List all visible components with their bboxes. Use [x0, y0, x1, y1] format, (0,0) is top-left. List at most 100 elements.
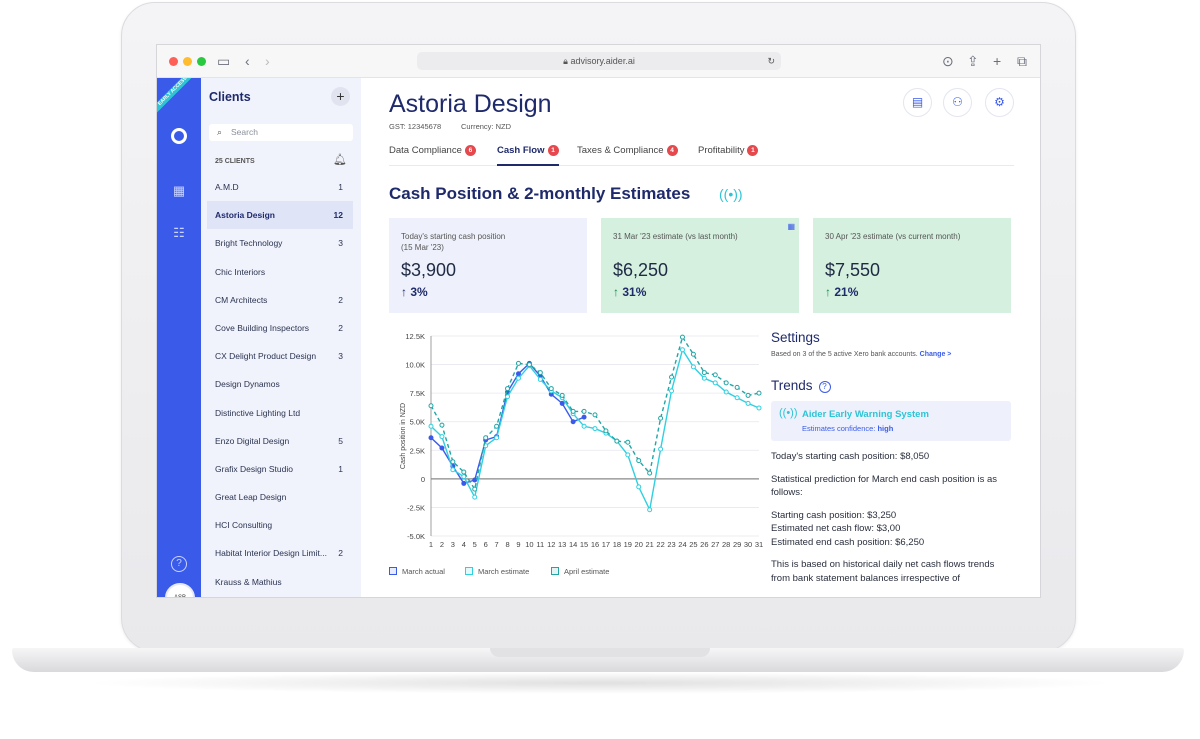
trend-text-4: This is based on historical daily net ca… [771, 559, 995, 584]
trend-text-1: Today's starting cash position: $8,050 [771, 451, 930, 462]
x-tick-label: 8 [505, 540, 509, 549]
client-name: Habitat Interior Design Limit... [215, 548, 327, 559]
search-input[interactable]: ⌕ Search [209, 124, 353, 141]
settings-gear-icon[interactable]: ⚙ [985, 88, 1014, 117]
sidebar-client-item[interactable]: Grafix Design Studio 1 [207, 455, 353, 483]
sidebar-client-item[interactable]: Krauss & Mathius [207, 568, 353, 596]
sidebar-client-item[interactable]: Cove Building Inspectors 2 [207, 314, 353, 342]
broadcast-icon: ((•)) [719, 186, 743, 202]
new-tab-icon[interactable]: + [993, 53, 1002, 69]
data-point [679, 347, 685, 353]
clients-sidebar: Clients + ⌕ Search 25 CLIENTS 🔔︎ A.M.D 1 As… [201, 78, 361, 597]
team-icon[interactable]: ⚇ [943, 88, 972, 117]
minimize-window-button[interactable] [183, 57, 192, 66]
client-alert-count: 5 [338, 435, 343, 446]
reload-icon[interactable]: ↻ [767, 56, 775, 66]
tab-label: Taxes & Compliance [577, 145, 664, 156]
y-tick-label: -2.5K [407, 503, 425, 512]
change-link[interactable]: Change > [919, 351, 952, 358]
legend-swatch [551, 567, 559, 575]
sidebar-client-item[interactable]: Chic Interiors [207, 258, 353, 286]
tab-profitability[interactable]: Profitability 1 [698, 145, 759, 166]
client-name: A.M.D [215, 182, 239, 192]
data-point [537, 370, 543, 376]
address-bar[interactable]: 🔒︎ advisory.aider.ai ↻ [417, 52, 781, 70]
data-point [428, 403, 434, 409]
data-point [505, 394, 511, 400]
data-point [745, 400, 751, 406]
sidebar-client-item[interactable]: HCI Consulting [207, 511, 353, 539]
aider-logo-icon[interactable] [171, 128, 187, 144]
clients-icon[interactable]: ☷ [173, 225, 185, 240]
client-name: Cove Building Inspectors [215, 322, 310, 333]
sidebar-client-item[interactable]: Design Dynamos [207, 370, 353, 398]
tab-taxes-compliance[interactable]: Taxes & Compliance 4 [577, 145, 678, 166]
data-point [515, 360, 521, 366]
sidebar-client-item[interactable]: A.M.D 1 [207, 173, 353, 201]
settings-title: Settings [771, 330, 820, 345]
avatar[interactable]: ASB [165, 583, 195, 597]
client-name: Enzo Digital Design [215, 435, 290, 446]
client-name: Krauss & Mathius [215, 576, 282, 587]
client-count: 25 CLIENTS [215, 158, 255, 165]
legend-march-estimate[interactable]: March estimate [465, 567, 529, 576]
x-tick-label: 15 [580, 540, 588, 549]
sidebar-toggle-icon[interactable]: ▭ [217, 53, 231, 69]
legend-april-estimate[interactable]: April estimate [551, 567, 609, 576]
x-tick-label: 12 [547, 540, 555, 549]
client-name: Astoria Design [215, 210, 275, 221]
data-point [701, 375, 707, 381]
data-point [537, 376, 543, 382]
close-window-button[interactable] [169, 57, 178, 66]
x-tick-label: 29 [733, 540, 741, 549]
maximize-window-button[interactable] [197, 57, 206, 66]
sidebar-client-item[interactable]: Great Leap Design [207, 483, 353, 511]
tabs-overview-icon[interactable]: ⧉ [1017, 53, 1027, 69]
client-name: Design Dynamos [215, 379, 280, 390]
tab-cash-flow[interactable]: Cash Flow 1 [497, 145, 559, 166]
help-icon[interactable]: ? [818, 381, 831, 393]
sidebar-client-item[interactable]: CM Architects 2 [207, 286, 353, 314]
x-tick-label: 16 [591, 540, 599, 549]
client-name: Distinctive Lighting Ltd [215, 407, 301, 418]
x-tick-label: 7 [495, 540, 499, 549]
tab-bar: Data Compliance 6 Cash Flow 1 Taxes & Comp… [389, 142, 1014, 166]
add-client-button[interactable]: + [331, 87, 350, 106]
client-alert-count: 1 [338, 463, 343, 474]
share-icon[interactable]: ⇪ [967, 53, 979, 69]
grid-icon[interactable]: ▦ [787, 222, 795, 231]
sidebar-client-item[interactable]: Habitat Interior Design Limit... 2 [207, 539, 353, 567]
tab-label: Profitability [698, 145, 745, 156]
card-value: $7,550 [825, 260, 881, 280]
data-point [723, 389, 729, 395]
data-point [559, 400, 565, 406]
legend-march-actual[interactable]: March actual [389, 567, 445, 576]
sidebar-client-item[interactable]: Bright Technology 3 [207, 229, 353, 257]
x-tick-label: 2 [440, 540, 444, 549]
dashboard-icon[interactable]: ▦ [172, 183, 186, 198]
sidebar-client-item[interactable]: CX Delight Product Design 3 [207, 342, 353, 370]
data-point [548, 386, 554, 392]
bell-icon[interactable]: 🔔︎ [333, 154, 347, 166]
tab-badge: 4 [666, 145, 678, 156]
forward-icon[interactable]: › [265, 53, 270, 69]
laptop-screen: ▭ ‹ › 🔒︎ advisory.aider.ai ↻ ⊙ ⇪ + ⧉ ▦ ☷ … [156, 44, 1041, 598]
data-point [428, 435, 434, 441]
download-icon[interactable]: ⊙ [942, 53, 954, 69]
data-point [526, 362, 532, 368]
data-point [494, 423, 500, 429]
sidebar-client-item[interactable]: Distinctive Lighting Ltd [207, 399, 353, 427]
comment-icon[interactable]: ▤ [903, 88, 932, 117]
sidebar-client-item[interactable]: Enzo Digital Design 5 [207, 427, 353, 455]
card-change: ↑ 31% [613, 285, 647, 299]
data-point [636, 458, 642, 464]
data-point [505, 386, 511, 392]
help-icon[interactable]: ? [171, 556, 187, 572]
data-point [439, 422, 445, 428]
sidebar-client-item[interactable]: Astoria Design 12 [207, 201, 353, 230]
x-tick-label: 1 [429, 540, 433, 549]
back-icon[interactable]: ‹ [245, 53, 250, 69]
y-tick-label: 5.0K [410, 418, 425, 427]
tab-data-compliance[interactable]: Data Compliance 6 [389, 145, 476, 166]
client-alert-count: 2 [338, 294, 343, 305]
